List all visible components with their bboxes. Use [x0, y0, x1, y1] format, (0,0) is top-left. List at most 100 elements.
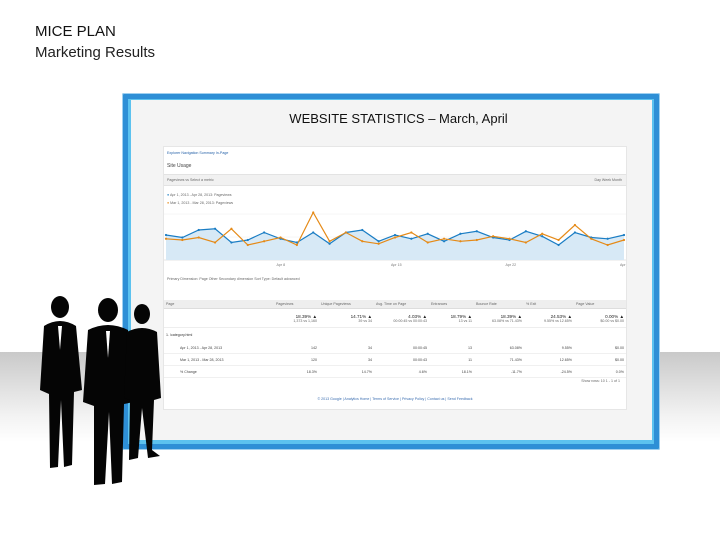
data-point[interactable] [377, 240, 380, 243]
data-point[interactable] [410, 237, 413, 240]
data-point[interactable] [230, 241, 233, 244]
data-point[interactable] [622, 238, 626, 242]
data-point[interactable] [541, 235, 544, 238]
data-point[interactable] [295, 243, 298, 247]
col-bounce-rate[interactable]: Bounce Rate [474, 300, 524, 309]
cell: 18.3% [274, 365, 319, 378]
col-avg-time[interactable]: Avg. Time on Page [374, 300, 429, 309]
report-view-name[interactable]: Site Usage [167, 163, 192, 169]
analytics-report: Explorer Navigation Summary In-Page Site… [163, 146, 627, 410]
data-point[interactable] [197, 236, 200, 239]
data-point[interactable] [492, 235, 495, 238]
data-point[interactable] [295, 241, 298, 244]
data-point[interactable] [377, 242, 380, 245]
data-point[interactable] [393, 236, 397, 239]
data-point[interactable] [606, 243, 609, 247]
data-point[interactable] [246, 238, 249, 242]
data-point[interactable] [557, 238, 560, 242]
data-point[interactable] [590, 237, 593, 240]
cell: 18.1% [429, 365, 474, 378]
data-point[interactable] [246, 243, 249, 247]
slide-subtitle: Marketing Results [35, 44, 156, 61]
business-people-silhouette [40, 296, 161, 485]
summary-change: 24.53% ▲ [550, 313, 572, 319]
col-exit[interactable]: % Exit [524, 300, 574, 309]
cell: 12.65% [524, 353, 574, 366]
data-point[interactable] [573, 223, 577, 227]
data-point[interactable] [459, 240, 462, 243]
row-label: Apr 1, 2013 - Apr 28, 2013 [164, 342, 274, 354]
data-point[interactable] [213, 241, 217, 244]
col-unique-pageviews[interactable]: Unique Pageviews [319, 300, 374, 309]
slide-title: MICE PLAN [35, 23, 116, 40]
data-point[interactable] [361, 240, 364, 243]
data-point[interactable] [181, 236, 184, 239]
data-point[interactable] [181, 238, 184, 242]
data-point[interactable] [573, 231, 577, 234]
data-point[interactable] [312, 211, 315, 214]
cell: 63.08% [474, 342, 524, 354]
data-point[interactable] [508, 237, 511, 240]
legend-current: ● Apr 1, 2013 - Apr 28, 2013: Pageviews [167, 191, 233, 199]
cell: 120 [274, 353, 319, 366]
data-point[interactable] [328, 242, 331, 245]
data-point[interactable] [475, 238, 478, 242]
cell: -11.7% [474, 365, 524, 378]
data-point[interactable] [213, 227, 217, 230]
summary-spacer [164, 308, 274, 328]
data-point[interactable] [426, 232, 429, 235]
data-point[interactable] [475, 230, 478, 233]
data-point[interactable] [524, 230, 527, 233]
col-entrances[interactable]: Entrances [429, 300, 474, 309]
granularity-buttons[interactable]: Day Week Month [594, 178, 623, 182]
summary-compare: 1,373 vs 1,160 [293, 318, 317, 323]
col-page-value[interactable]: Page Value [574, 300, 626, 309]
data-point[interactable] [263, 240, 266, 243]
data-point[interactable] [606, 237, 609, 240]
table-row: % Change 18.3% 14.7% 4.6% 18.1% -11.7% -… [164, 365, 626, 378]
data-point[interactable] [410, 231, 413, 234]
summary-compare: $0.00 vs $0.00 [600, 318, 624, 323]
data-point[interactable] [442, 240, 446, 243]
panel-heading: WEBSITE STATISTICS – March, April [289, 111, 508, 126]
metric-selector[interactable]: Pageviews vs Select a metric [167, 178, 214, 182]
data-point[interactable] [541, 232, 544, 235]
cell: 11 [429, 353, 474, 366]
cell: 142 [274, 342, 319, 354]
data-point[interactable] [622, 233, 626, 237]
table-controls-text[interactable]: Primary Dimension: Page Other Secondary … [167, 277, 300, 281]
cell: 13 [429, 342, 474, 354]
x-tick-label: Apr 8 [277, 263, 286, 267]
data-point[interactable] [164, 237, 168, 240]
data-point[interactable] [197, 228, 200, 232]
report-footer[interactable]: © 2013 Google | Analytics Home | Terms o… [317, 397, 473, 401]
data-point[interactable] [524, 241, 527, 244]
data-point[interactable] [426, 241, 429, 244]
cell: 34 [319, 342, 374, 354]
summary-compare: 39 vs 34 [358, 318, 372, 323]
statistics-panel: WEBSITE STATISTICS – March, April Explor… [131, 100, 652, 440]
data-point[interactable] [263, 231, 266, 234]
data-point[interactable] [557, 243, 560, 247]
summary-cell: 4.03% ▲ 00:00:45 vs 00:00:43 [374, 308, 429, 328]
data-point[interactable] [393, 233, 397, 237]
data-point[interactable] [344, 231, 348, 234]
data-point[interactable] [312, 231, 315, 234]
cell: $0.00 [574, 353, 626, 366]
cell: 00:00:45 [374, 342, 429, 354]
group-label[interactable]: 1. /category.html [166, 333, 193, 337]
data-point[interactable] [230, 227, 233, 230]
data-point[interactable] [361, 228, 364, 232]
table-pager[interactable]: Show rows: 10 1 - 1 of 1 [581, 379, 620, 383]
data-point[interactable] [328, 240, 331, 243]
x-tick-label: Apr 29 [620, 263, 626, 267]
data-point[interactable] [442, 237, 446, 240]
data-point[interactable] [164, 233, 168, 237]
report-breadcrumbs[interactable]: Explorer Navigation Summary In-Page [167, 151, 229, 155]
data-point[interactable] [459, 232, 462, 235]
summary-cell: 18.39% ▲ 63.08% vs 71.43% [474, 308, 524, 328]
col-page[interactable]: Page [164, 300, 274, 309]
col-pageviews[interactable]: Pageviews [274, 300, 319, 309]
data-point[interactable] [279, 236, 282, 239]
summary-row: 18.39% ▲ 1,373 vs 1,160 14.71% ▲ 39 vs 34 … [164, 308, 626, 328]
